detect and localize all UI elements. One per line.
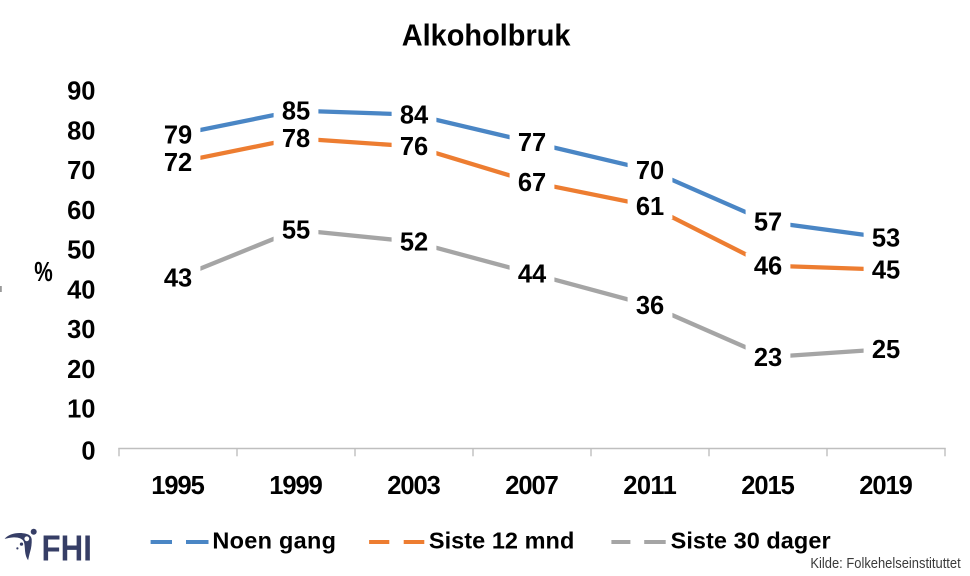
svg-text:57: 57 bbox=[754, 209, 782, 237]
svg-text:2019: 2019 bbox=[859, 472, 913, 500]
svg-text:Siste 30 dager: Siste 30 dager bbox=[671, 527, 831, 553]
svg-text:90: 90 bbox=[67, 78, 95, 106]
svg-text:2015: 2015 bbox=[741, 472, 795, 500]
svg-text:23: 23 bbox=[754, 344, 782, 372]
svg-text:2007: 2007 bbox=[505, 472, 559, 500]
svg-text:10: 10 bbox=[67, 396, 95, 424]
svg-text:1995: 1995 bbox=[151, 472, 205, 500]
svg-text:78: 78 bbox=[282, 125, 310, 153]
svg-text:72: 72 bbox=[164, 149, 192, 177]
svg-text:20: 20 bbox=[67, 356, 95, 384]
svg-text:53: 53 bbox=[872, 225, 900, 253]
svg-text:Siste 12 mnd: Siste 12 mnd bbox=[429, 527, 574, 553]
svg-text:61: 61 bbox=[636, 193, 664, 221]
svg-text:43: 43 bbox=[164, 264, 192, 292]
svg-text:79: 79 bbox=[164, 121, 192, 149]
svg-text:85: 85 bbox=[282, 97, 310, 125]
svg-text:84: 84 bbox=[400, 101, 429, 129]
svg-text:67: 67 bbox=[518, 169, 546, 197]
svg-text:70: 70 bbox=[67, 157, 95, 185]
svg-text:80: 80 bbox=[67, 117, 95, 145]
svg-text:2003: 2003 bbox=[387, 472, 441, 500]
svg-text:50: 50 bbox=[67, 237, 95, 265]
svg-text:30: 30 bbox=[67, 316, 95, 344]
svg-text:FHI: FHI bbox=[42, 528, 92, 569]
svg-text:%: % bbox=[34, 256, 53, 287]
svg-text:25: 25 bbox=[872, 336, 900, 364]
svg-text:1999: 1999 bbox=[269, 472, 323, 500]
svg-text:Noen gang: Noen gang bbox=[212, 527, 336, 553]
svg-text:0: 0 bbox=[81, 437, 95, 465]
svg-text:70: 70 bbox=[636, 157, 664, 185]
svg-text:44: 44 bbox=[518, 260, 547, 288]
svg-text:76: 76 bbox=[400, 133, 428, 161]
svg-text:36: 36 bbox=[636, 292, 664, 320]
svg-text:46: 46 bbox=[754, 252, 782, 280]
svg-text:2011: 2011 bbox=[623, 472, 677, 500]
svg-text:52: 52 bbox=[400, 229, 428, 257]
svg-text:40: 40 bbox=[67, 276, 95, 304]
svg-text:60: 60 bbox=[67, 197, 95, 225]
svg-text:Kilde: Folkehelseinstituttet: Kilde: Folkehelseinstituttet bbox=[810, 555, 961, 572]
svg-text:45: 45 bbox=[872, 256, 900, 284]
svg-text:Alkoholbruk: Alkoholbruk bbox=[402, 18, 572, 53]
svg-text:55: 55 bbox=[282, 217, 310, 245]
svg-text:77: 77 bbox=[518, 129, 546, 157]
